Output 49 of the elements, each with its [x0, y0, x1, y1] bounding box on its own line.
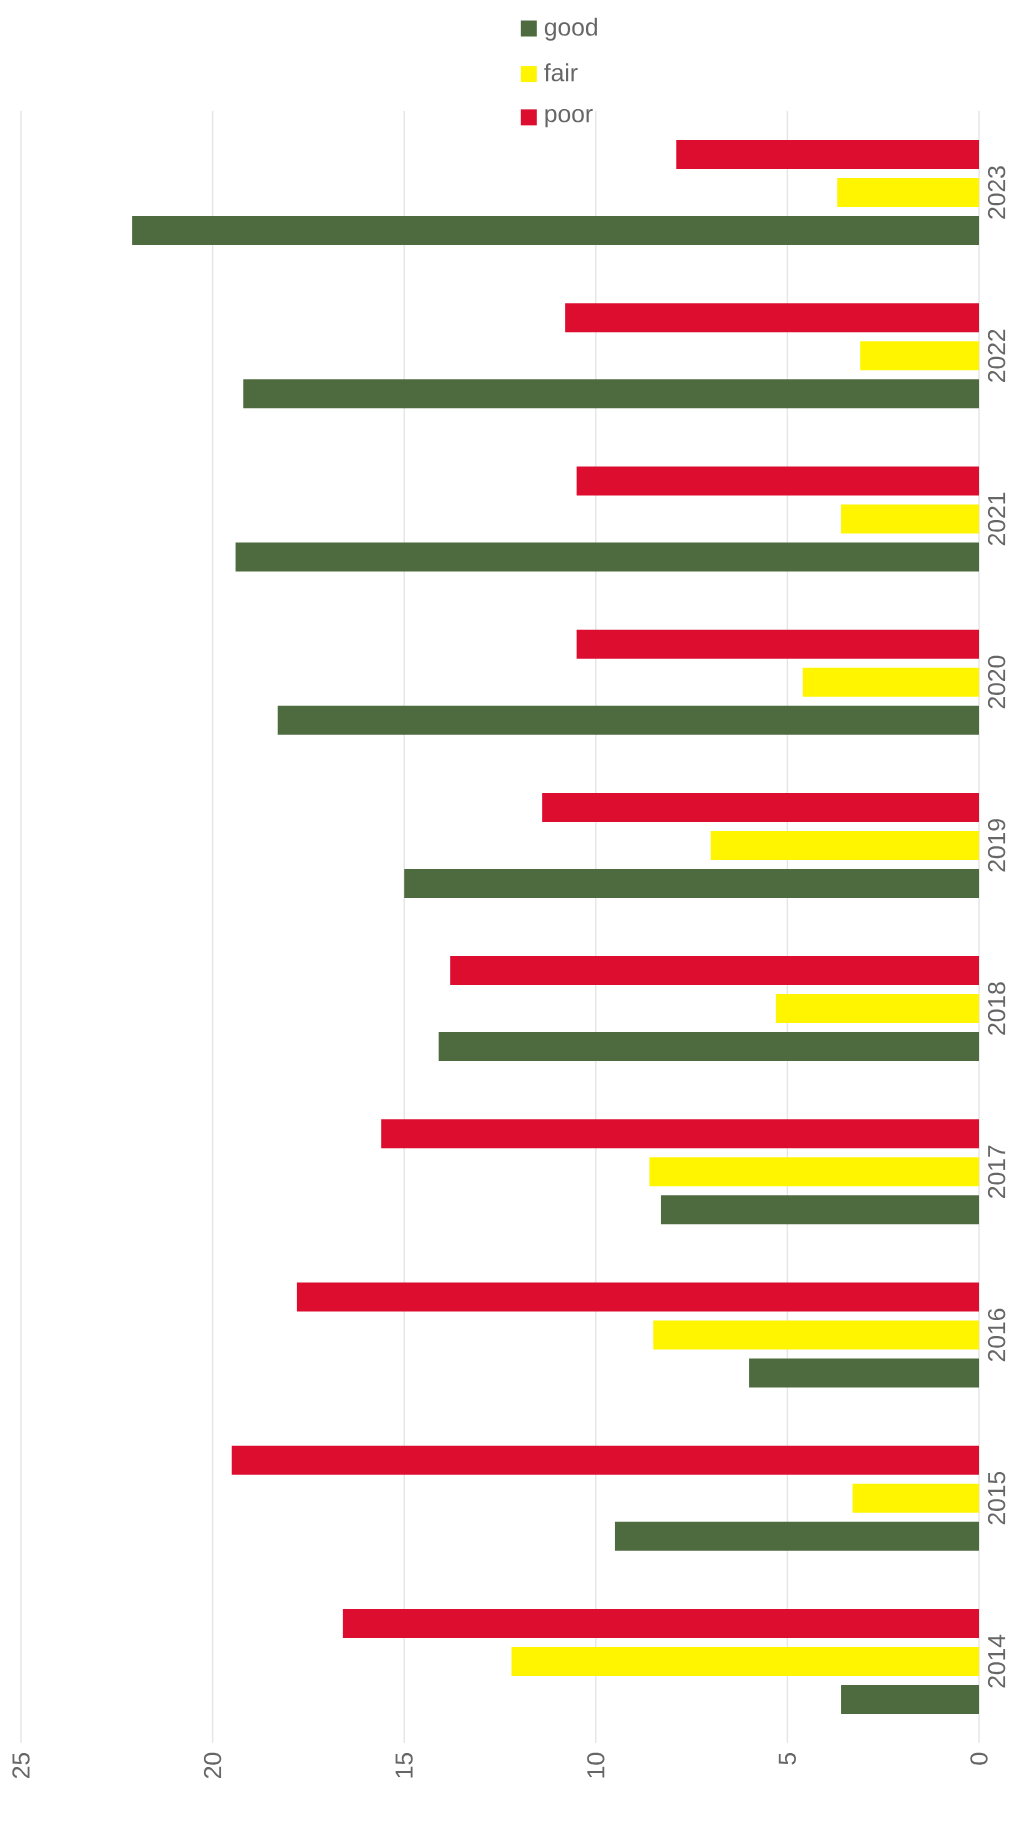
legend-label: good — [544, 17, 597, 41]
bar — [614, 1521, 979, 1551]
bar — [710, 830, 979, 860]
y-tick-label: 2020 — [987, 655, 1006, 709]
y-tick-label: 2016 — [987, 1308, 1006, 1362]
y-tick-label: 2014 — [987, 1634, 1006, 1688]
y-tick-label: 2017 — [987, 1145, 1006, 1198]
y-tick-label: 2022 — [987, 329, 1006, 382]
bar — [342, 1608, 979, 1638]
bar — [231, 1445, 979, 1475]
bar — [841, 504, 979, 534]
x-tick-label: 5 — [778, 1752, 796, 1765]
bar — [132, 216, 979, 246]
bar — [542, 792, 979, 822]
bar — [235, 542, 979, 572]
bar — [749, 1358, 979, 1388]
legend-label: fair — [544, 63, 578, 82]
bar — [576, 629, 979, 659]
bar — [450, 956, 979, 986]
bar — [511, 1646, 979, 1676]
y-tick-label: 2021 — [987, 492, 1006, 546]
bar — [296, 1282, 979, 1312]
bar — [649, 1157, 979, 1187]
y-tick-label: 2018 — [987, 982, 1006, 1035]
bar — [243, 379, 979, 409]
x-tick-label: 25 — [12, 1752, 30, 1779]
bar — [837, 178, 979, 208]
bar — [381, 1119, 979, 1149]
x-tick-label: 20 — [203, 1752, 222, 1779]
bar — [565, 303, 979, 333]
bar — [653, 1320, 979, 1350]
x-tick-label: 0 — [970, 1752, 988, 1765]
y-tick-label: 2023 — [987, 166, 1006, 219]
bar — [676, 140, 979, 170]
y-tick-label: 2015 — [987, 1471, 1006, 1525]
bar — [404, 868, 979, 898]
bar — [576, 466, 979, 496]
bar — [860, 341, 979, 371]
bar — [802, 667, 979, 697]
legend-label: poor — [545, 108, 593, 128]
bar — [852, 1483, 979, 1513]
x-tick-label: 10 — [587, 1752, 605, 1778]
y-tick-label: 2019 — [987, 819, 1006, 872]
x-tick-label: 15 — [395, 1752, 413, 1778]
bar — [660, 1195, 979, 1225]
bar — [438, 1032, 979, 1062]
bar — [841, 1684, 979, 1714]
bar — [775, 994, 979, 1024]
bar — [277, 705, 979, 735]
